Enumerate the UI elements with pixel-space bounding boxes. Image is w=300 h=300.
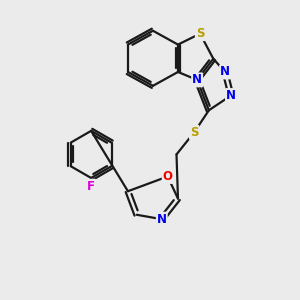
Text: F: F	[87, 180, 95, 193]
Text: S: S	[190, 126, 198, 139]
Text: N: N	[192, 74, 202, 86]
Text: N: N	[157, 213, 167, 226]
Text: O: O	[163, 170, 173, 183]
Text: S: S	[196, 27, 204, 40]
Text: N: N	[226, 89, 236, 102]
Text: N: N	[220, 65, 230, 79]
